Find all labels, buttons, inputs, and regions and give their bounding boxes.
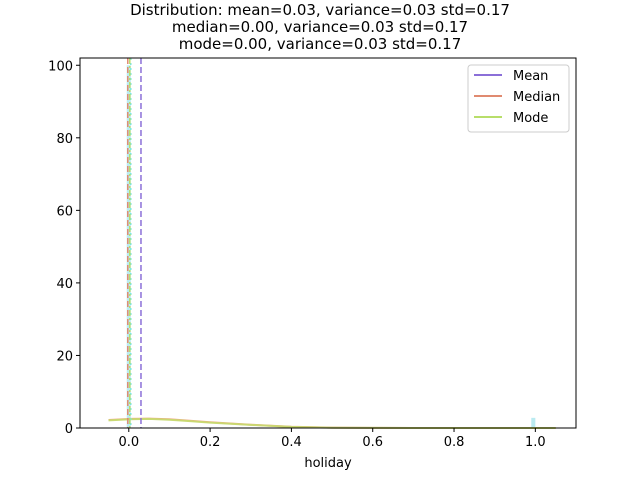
legend: Mean Median Mode <box>467 64 570 133</box>
chart-title: Distribution: mean=0.03, variance=0.03 s… <box>130 1 510 53</box>
y-axis: 0 20 40 60 80 100 <box>48 59 80 437</box>
x-tick-label: 0.6 <box>362 435 383 450</box>
legend-label-mode: Mode <box>513 111 548 126</box>
y-tick-label: 60 <box>56 204 73 219</box>
x-tick-label: 0.0 <box>118 435 139 450</box>
legend-box <box>467 64 570 133</box>
x-axis-label: holiday <box>304 456 352 471</box>
y-tick-label: 0 <box>65 422 73 437</box>
title-line-3: mode=0.00, variance=0.03 std=0.17 <box>179 35 462 53</box>
legend-label-median: Median <box>513 90 560 105</box>
x-tick-label: 1.0 <box>525 435 546 450</box>
y-tick-label: 100 <box>48 59 73 74</box>
x-tick-label: 0.2 <box>200 435 221 450</box>
y-tick-label: 40 <box>56 277 73 292</box>
x-tick-label: 0.4 <box>281 435 302 450</box>
legend-label-mean: Mean <box>513 69 548 84</box>
title-line-2: median=0.00, variance=0.03 std=0.17 <box>172 18 468 36</box>
y-tick-label: 80 <box>56 132 73 147</box>
histogram-bar-0 <box>126 65 131 428</box>
axes-frame <box>79 57 577 429</box>
x-tick-label: 0.8 <box>444 435 465 450</box>
x-axis: 0.0 0.2 0.4 0.6 0.8 1.0 <box>118 428 546 450</box>
histogram-bar-1 <box>531 417 536 428</box>
y-tick-label: 20 <box>56 349 73 364</box>
title-line-1: Distribution: mean=0.03, variance=0.03 s… <box>130 1 510 19</box>
